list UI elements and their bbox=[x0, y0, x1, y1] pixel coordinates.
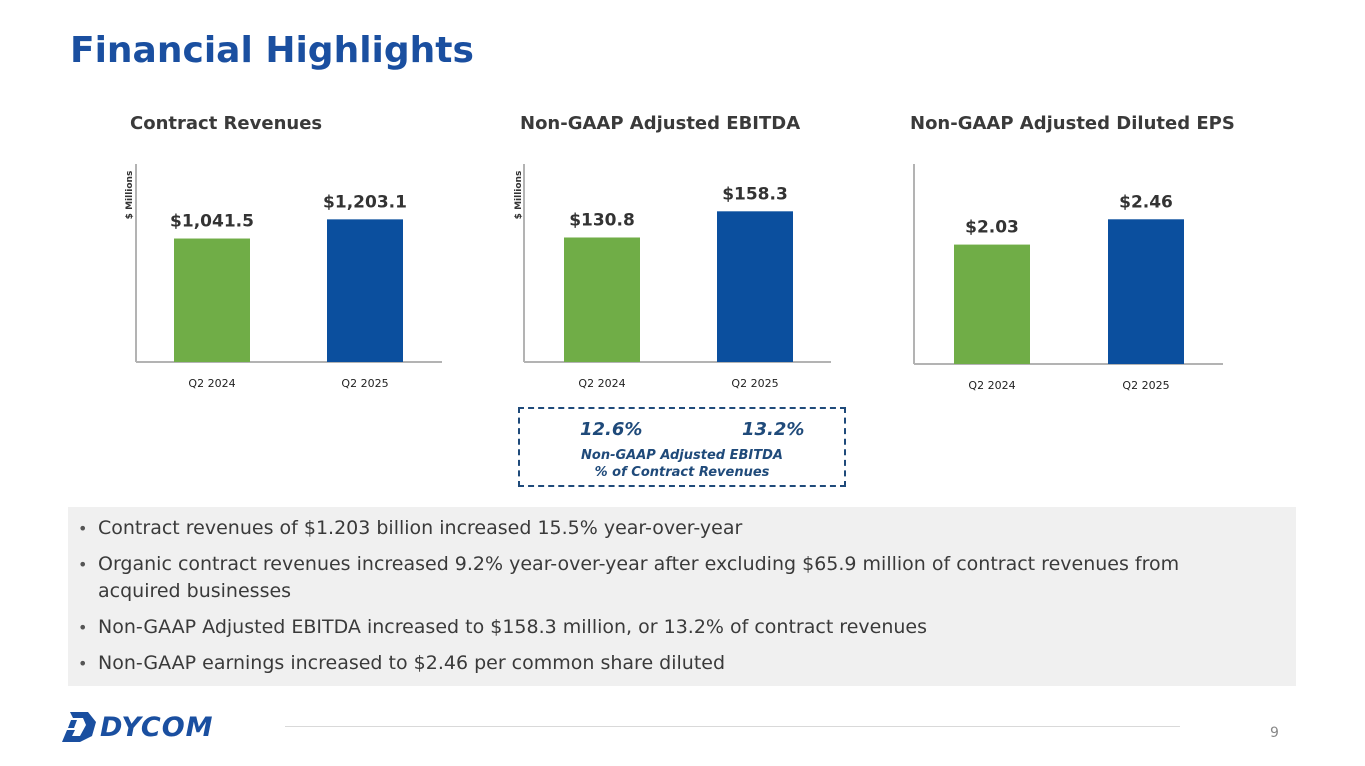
x-tick-label: Q2 2024 bbox=[968, 379, 1015, 392]
highlight-item: Non-GAAP Adjusted EBITDA increased to $1… bbox=[78, 614, 1266, 641]
chart-contract-revenues: $ Millions $1,041.5 Q2 2024 $1,203.1 Q2 2025 bbox=[125, 164, 442, 390]
x-tick-label: Q2 2025 bbox=[341, 377, 388, 390]
chart-title-contract-revenues: Contract Revenues bbox=[130, 113, 323, 134]
highlight-item: Contract revenues of $1.203 billion incr… bbox=[78, 515, 1266, 542]
footer-divider bbox=[285, 726, 1180, 727]
chart-adjusted-eps: $2.03 Q2 2024 $2.46 Q2 2025 bbox=[913, 164, 1223, 392]
x-tick-label: Q2 2024 bbox=[578, 377, 625, 390]
page-title: Financial Highlights bbox=[70, 30, 474, 71]
page-number: 9 bbox=[1270, 725, 1279, 741]
x-tick-label: Q2 2025 bbox=[1122, 379, 1169, 392]
ebitda-margin-caption-line2: % of Contract Revenues bbox=[594, 465, 770, 480]
y-axis-label: $ Millions bbox=[125, 171, 135, 220]
x-tick-label: Q2 2025 bbox=[731, 377, 778, 390]
data-label: $2.03 bbox=[965, 218, 1019, 238]
ebitda-margin-caption-line1: Non-GAAP Adjusted EBITDA bbox=[581, 448, 783, 463]
data-label: $158.3 bbox=[722, 184, 788, 204]
bar-q2-2024 bbox=[954, 244, 1030, 364]
data-label: $130.8 bbox=[569, 210, 635, 230]
ebitda-margin-q2-2025: 13.2% bbox=[742, 419, 805, 440]
bar-q2-2024 bbox=[174, 238, 250, 362]
ebitda-margin-caption: Non-GAAP Adjusted EBITDA % of Contract R… bbox=[520, 447, 844, 481]
data-label: $1,203.1 bbox=[323, 192, 407, 212]
highlights-panel: Contract revenues of $1.203 billion incr… bbox=[68, 507, 1296, 686]
data-label: $2.46 bbox=[1119, 192, 1173, 212]
ebitda-margin-q2-2024: 12.6% bbox=[580, 419, 643, 440]
data-label: $1,041.5 bbox=[170, 212, 254, 232]
dycom-logo: DYCOM bbox=[62, 711, 214, 743]
logo-text: DYCOM bbox=[100, 711, 214, 743]
chart-title-adjusted-ebitda: Non-GAAP Adjusted EBITDA bbox=[520, 113, 801, 134]
x-tick-label: Q2 2024 bbox=[188, 377, 235, 390]
chart-adjusted-ebitda: $ Millions $130.8 Q2 2024 $158.3 Q2 2025 bbox=[514, 164, 831, 390]
y-axis-label: $ Millions bbox=[514, 171, 524, 220]
highlight-item: Non-GAAP earnings increased to $2.46 per… bbox=[78, 650, 1266, 677]
bar-q2-2025 bbox=[327, 219, 403, 362]
bar-q2-2025 bbox=[1108, 219, 1184, 364]
chart-title-adjusted-eps: Non-GAAP Adjusted Diluted EPS bbox=[910, 113, 1235, 134]
highlight-item: Organic contract revenues increased 9.2%… bbox=[78, 551, 1266, 605]
ebitda-margin-box: 12.6% 13.2% Non-GAAP Adjusted EBITDA % o… bbox=[518, 407, 846, 487]
dycom-d-icon bbox=[62, 712, 96, 742]
bar-q2-2025 bbox=[717, 211, 793, 362]
bar-q2-2024 bbox=[564, 237, 640, 362]
highlights-list: Contract revenues of $1.203 billion incr… bbox=[78, 515, 1266, 677]
